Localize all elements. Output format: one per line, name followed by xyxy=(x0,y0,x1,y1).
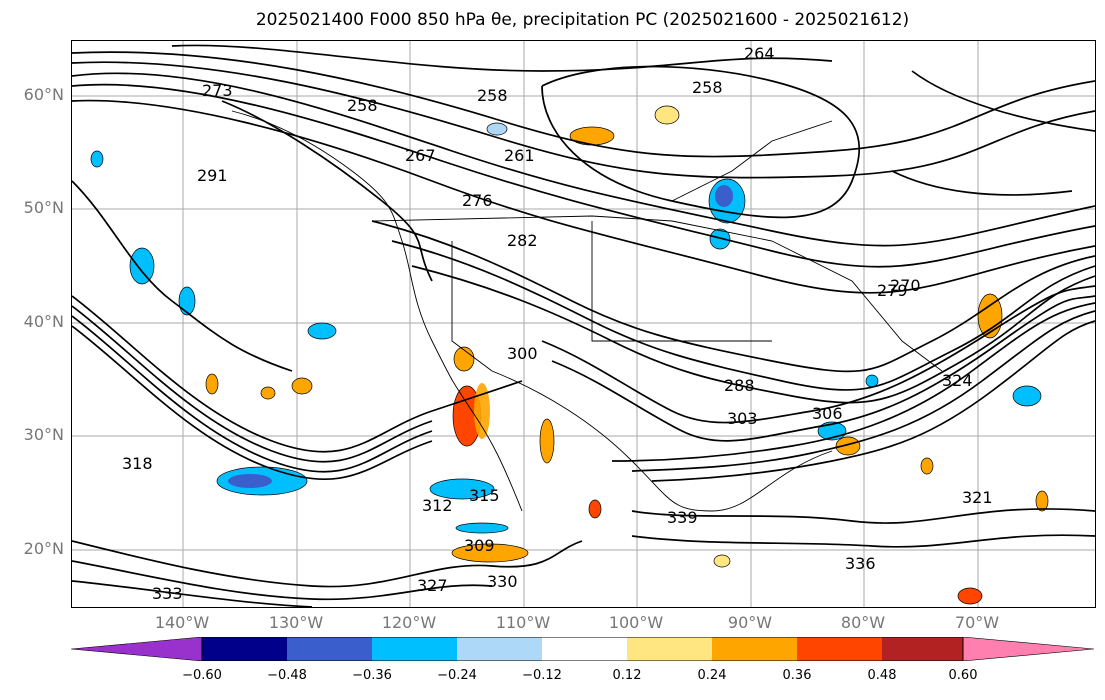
lon-label-80w: 80°W xyxy=(840,613,886,632)
lat-label-50n: 50°N xyxy=(23,198,64,217)
colorbar-tick: −0.48 xyxy=(267,668,307,683)
lon-label-110w: 110°W xyxy=(495,613,551,632)
contour-label: 264 xyxy=(744,44,775,63)
lon-label-140w: 140°W xyxy=(154,613,210,632)
colorbar-tick: 0.12 xyxy=(612,668,642,683)
contour-label: 306 xyxy=(812,404,843,423)
lat-label-60n: 60°N xyxy=(23,85,64,104)
contour-label: 333 xyxy=(152,584,183,603)
lat-label-30n: 30°N xyxy=(23,425,64,444)
colorbar-tick: −0.36 xyxy=(352,668,392,683)
lat-label-40n: 40°N xyxy=(23,312,64,331)
contour-label: 267 xyxy=(405,146,436,165)
lon-label-100w: 100°W xyxy=(608,613,664,632)
lon-label-130w: 130°W xyxy=(268,613,324,632)
contour-labels: 258 261 264 258 258 267 273 276 279 282 … xyxy=(122,44,993,603)
lon-label-70w: 70°W xyxy=(954,613,1000,632)
map-panel[interactable]: 258 261 264 258 258 267 273 276 279 282 … xyxy=(71,40,1096,608)
contour-label: 303 xyxy=(727,409,758,428)
lon-label-120w: 120°W xyxy=(381,613,437,632)
lon-label-90w: 90°W xyxy=(727,613,773,632)
map-canvas: 258 261 264 258 258 267 273 276 279 282 … xyxy=(72,41,1095,607)
colorbar-tick: −0.24 xyxy=(437,668,477,683)
contour-label: 258 xyxy=(347,96,378,115)
contour-label: 309 xyxy=(464,536,495,555)
contour-label: 327 xyxy=(417,576,448,595)
colorbar-tick: 0.24 xyxy=(697,668,727,683)
theta-e-contours xyxy=(72,44,1095,607)
coastlines xyxy=(231,110,943,512)
lat-label-20n: 20°N xyxy=(23,539,64,558)
contour-label: 258 xyxy=(477,86,508,105)
contour-label: 315 xyxy=(469,486,500,505)
contour-label: 318 xyxy=(122,454,153,473)
map-title: 2025021400 F000 850 hPa θe, precipitatio… xyxy=(255,10,910,30)
colorbar-tick: −0.12 xyxy=(522,668,562,683)
contour-label: 282 xyxy=(507,231,538,250)
contour-label: 270 xyxy=(890,276,921,295)
contour-label: 321 xyxy=(962,488,993,507)
colorbar-tick: 0.36 xyxy=(782,668,812,683)
contour-label: 324 xyxy=(942,371,973,390)
contour-label: 330 xyxy=(487,572,518,591)
contour-label: 288 xyxy=(724,376,755,395)
contour-label: 279 xyxy=(877,281,908,300)
colorbar-tick: 0.60 xyxy=(948,668,978,683)
contour-label: 339 xyxy=(667,508,698,527)
colorbar-graphic xyxy=(70,636,1095,662)
contour-label: 261 xyxy=(504,146,535,165)
contour-label: 291 xyxy=(197,166,228,185)
colorbar-tick: −0.60 xyxy=(182,668,222,683)
contour-label: 300 xyxy=(507,344,538,363)
colorbar-tick: 0.48 xyxy=(867,668,897,683)
contour-label: 312 xyxy=(422,496,453,515)
contour-label: 276 xyxy=(462,191,493,210)
colorbar xyxy=(70,636,1095,662)
contour-label: 273 xyxy=(202,81,233,100)
contour-label: 258 xyxy=(692,78,723,97)
graticule xyxy=(72,41,1095,607)
contour-label: 336 xyxy=(845,554,876,573)
